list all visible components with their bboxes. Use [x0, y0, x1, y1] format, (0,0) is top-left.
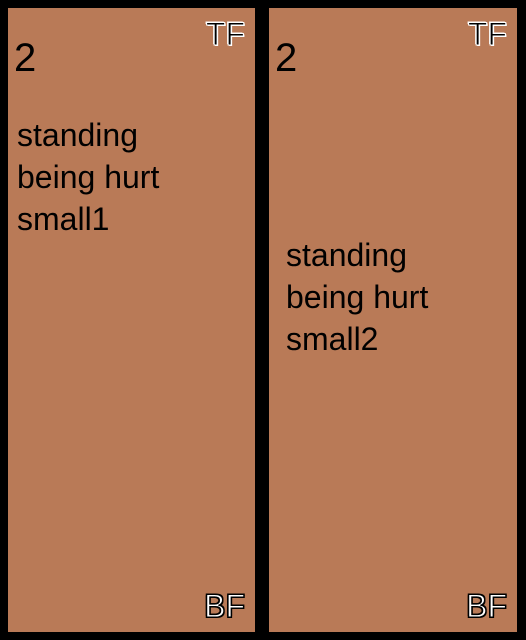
state-line-1: standing — [17, 117, 138, 153]
state-line-3: small2 — [286, 321, 379, 357]
top-flag-label: TF — [467, 16, 507, 52]
frame-panel-right[interactable]: TF 2 standing being hurt small2 BF — [269, 8, 517, 632]
frame-panel-left[interactable]: TF 2 standing being hurt small1 BF — [8, 8, 255, 632]
frame-number: 2 — [14, 36, 37, 80]
bottom-flag-label: BF — [204, 588, 246, 624]
state-description: standing being hurt small1 — [17, 114, 159, 240]
bottom-flag-label: BF — [466, 588, 508, 624]
frame-number: 2 — [275, 36, 298, 80]
state-line-2: being hurt — [286, 279, 429, 315]
state-line-1: standing — [286, 237, 407, 273]
state-line-3: small1 — [17, 201, 110, 237]
state-line-2: being hurt — [17, 159, 160, 195]
top-flag-label: TF — [205, 16, 245, 52]
state-description: standing being hurt small2 — [286, 234, 428, 360]
